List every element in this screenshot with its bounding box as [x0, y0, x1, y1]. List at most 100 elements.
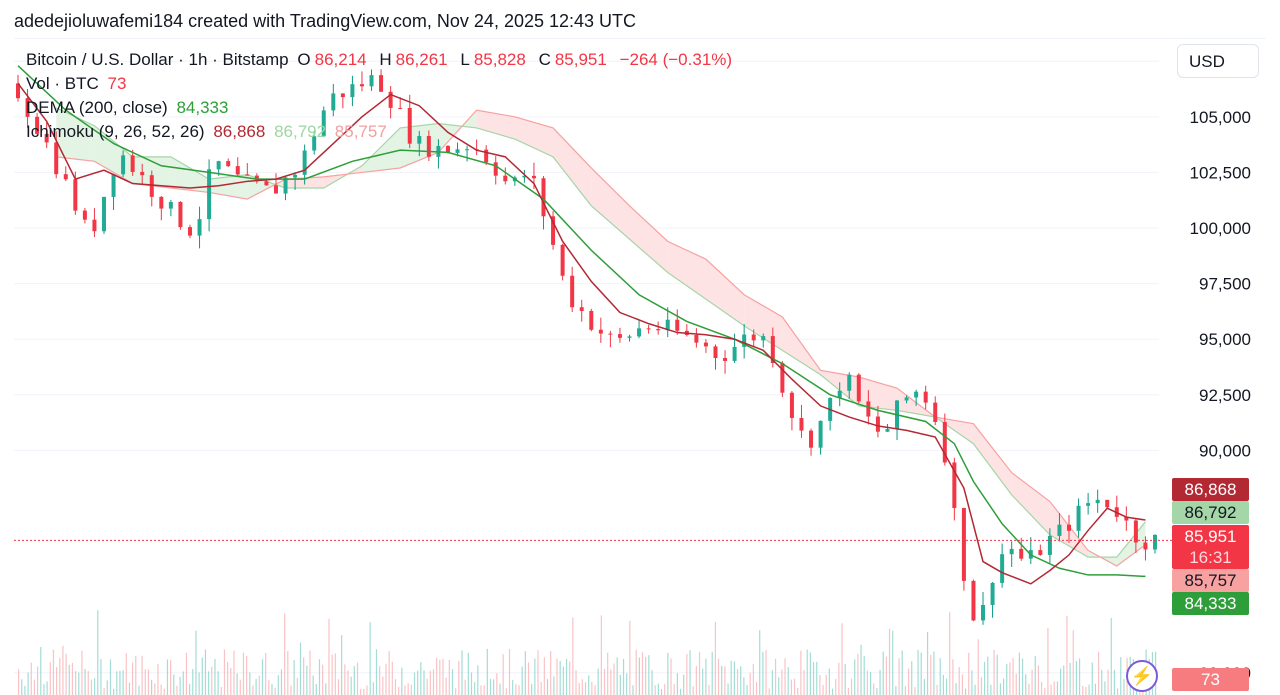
ichimoku-cloud-segment: [973, 423, 1012, 495]
volume-bar: [458, 660, 460, 695]
volume-bar: [825, 674, 827, 695]
volume-bar: [40, 646, 42, 695]
volume-bar: [236, 673, 238, 695]
volume-bar: [768, 688, 770, 695]
volume-bar: [429, 670, 431, 695]
candle-body: [493, 162, 498, 176]
volume-bar: [1056, 681, 1059, 695]
volume-bar: [369, 622, 371, 695]
candle-body: [579, 307, 584, 311]
volume-bar: [550, 651, 552, 695]
volume-bar: [166, 659, 169, 695]
candle-body: [789, 392, 794, 419]
volume-bar: [1047, 628, 1049, 695]
candle-body: [484, 149, 489, 163]
volume-bar: [591, 681, 593, 695]
volume-bar: [759, 630, 761, 695]
volume-bar: [258, 675, 260, 695]
volume-bar: [208, 671, 210, 695]
volume-bar: [708, 685, 710, 695]
volume-bar: [192, 669, 194, 695]
volume-bar: [113, 688, 115, 695]
ichimoku-cloud-segment: [1116, 521, 1146, 567]
volume-bar: [698, 652, 701, 695]
candle-body: [321, 110, 326, 137]
volume-bar: [271, 683, 273, 695]
candle-body: [1009, 548, 1014, 555]
volume-bar: [385, 663, 387, 695]
volume-bar: [626, 673, 628, 695]
volume-bar: [1009, 662, 1011, 695]
candle-body: [426, 136, 431, 157]
lightning-icon[interactable]: ⚡: [1126, 660, 1158, 692]
ichimoku-cloud-segment: [591, 167, 630, 240]
candle-body: [847, 374, 852, 391]
volume-bar: [246, 655, 248, 695]
ohlc-open: O 86,214: [297, 50, 367, 69]
volume-bar: [676, 673, 678, 695]
volume-bar: [404, 685, 406, 695]
ichimoku-cloud-segment: [209, 174, 248, 200]
volume-bar: [730, 660, 732, 695]
volume-bar: [670, 658, 672, 695]
volume-bar: [312, 675, 314, 695]
candle-body: [331, 93, 336, 111]
y-tick-label: 100,000: [1190, 219, 1251, 238]
candle-body: [1076, 505, 1081, 531]
volume-bar: [740, 666, 742, 695]
volume-tag: 73: [1172, 668, 1249, 691]
volume-bar: [641, 652, 644, 695]
ichimoku-cloud-segment: [667, 241, 706, 300]
candle-body: [445, 145, 450, 153]
volume-bar: [603, 668, 606, 695]
volume-bar: [1012, 658, 1014, 695]
candle-body: [598, 329, 603, 334]
volume-bar: [1063, 665, 1065, 695]
volume-bar: [1085, 686, 1087, 695]
volume-bar: [1116, 688, 1119, 695]
dema-line: [17, 65, 1146, 578]
volume-bar: [619, 674, 621, 695]
volume-bar: [572, 617, 574, 695]
volume-bar: [923, 678, 925, 695]
volume-bar: [394, 679, 397, 695]
candle-body: [369, 75, 374, 87]
candle-body: [359, 84, 364, 87]
volume-bar: [888, 628, 891, 695]
volume-bar: [926, 631, 929, 695]
volume-bar: [1104, 681, 1106, 695]
volume-bar: [467, 652, 469, 695]
volume-bar: [581, 679, 583, 695]
volume-bar: [75, 670, 77, 695]
candle-body: [1047, 535, 1052, 555]
candle-body: [388, 91, 393, 108]
volume-bar: [157, 664, 159, 695]
ichimoku-cloud-segment: [705, 259, 745, 326]
volume-bar: [607, 652, 609, 695]
volume-legend[interactable]: Vol · BTC 73: [26, 74, 127, 93]
currency-button[interactable]: USD: [1177, 44, 1259, 78]
volume-bar: [179, 676, 181, 695]
volume-bar: [185, 652, 188, 695]
ichimoku-legend[interactable]: Ichimoku (9, 26, 52, 26) 86,868 86,792 8…: [26, 122, 387, 141]
volume-bar: [705, 658, 707, 695]
volume-bar: [686, 654, 688, 695]
volume-bar: [306, 665, 308, 695]
volume-bar: [692, 686, 694, 695]
volume-bar: [844, 663, 846, 695]
candle-body: [990, 582, 995, 605]
volume-bar: [173, 674, 175, 695]
volume-bar: [303, 657, 305, 695]
volume-bar: [1107, 669, 1109, 695]
volume-bar: [673, 684, 675, 695]
volume-bar: [1028, 683, 1030, 695]
candle-body: [379, 75, 384, 92]
dema-legend[interactable]: DEMA (200, close) 84,333: [26, 98, 229, 117]
volume-bar: [895, 686, 897, 695]
volume-bar: [1094, 683, 1097, 695]
symbol-title[interactable]: Bitcoin / U.S. Dollar · 1h · Bitstamp: [26, 50, 289, 69]
volume-bar: [388, 651, 390, 695]
volume-bar: [974, 684, 976, 695]
volume-bar: [420, 662, 422, 695]
